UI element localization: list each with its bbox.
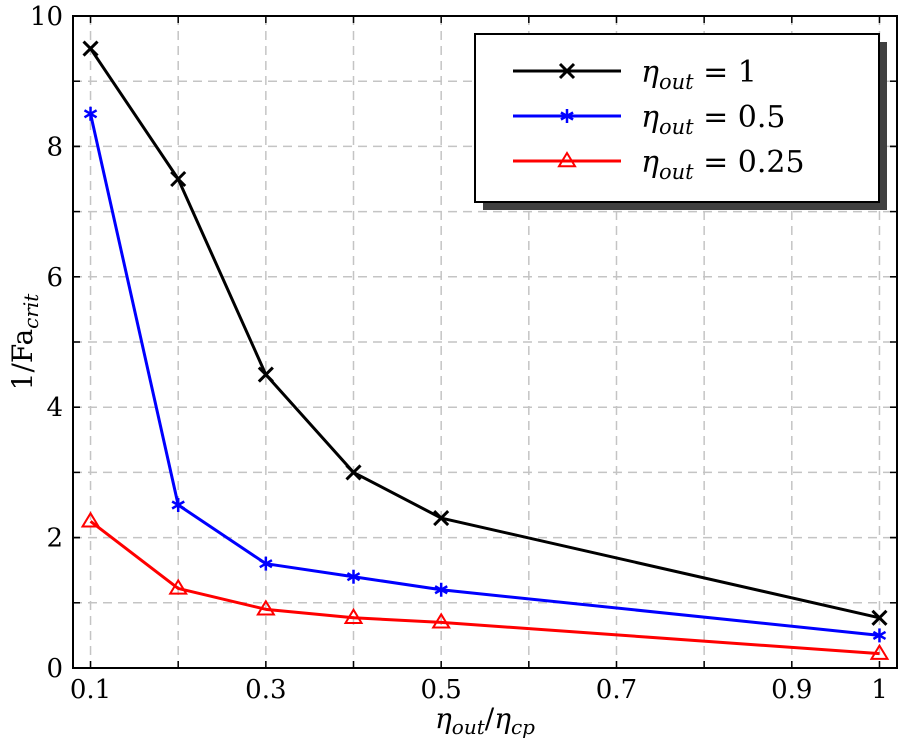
x-tick-label: 0.7	[596, 675, 637, 705]
y-tick-label: 0	[46, 654, 63, 684]
x-tick-label: 0.1	[70, 675, 111, 705]
marker-stroke	[259, 559, 273, 569]
marker-stroke	[257, 366, 274, 383]
data-point-marker	[83, 106, 98, 121]
marker-stroke	[256, 599, 276, 616]
legend-entry: ηout = 1	[513, 55, 757, 94]
marker-stroke	[871, 609, 888, 626]
legend-entry: ηout = 0.5	[513, 100, 786, 139]
series-line	[89, 520, 880, 656]
data-point-marker	[168, 578, 188, 595]
legend-label-value: = 0.25	[694, 145, 805, 180]
x-tick-label: 0.3	[245, 675, 286, 705]
data-point-marker	[82, 40, 99, 57]
marker-stroke	[171, 500, 185, 510]
data-point-marker	[171, 498, 185, 512]
y-label-base: 1/Fa	[6, 329, 39, 390]
marker-stroke	[343, 607, 364, 624]
legend-label-value: = 1	[694, 55, 757, 90]
x-tick-label: 0.5	[420, 675, 461, 705]
series-1	[82, 40, 888, 626]
x-label-sub2: cp	[511, 715, 535, 739]
data-point-marker	[346, 569, 361, 584]
data-point-marker	[256, 599, 276, 616]
series-line	[89, 47, 880, 620]
tick-marks	[73, 15, 897, 669]
data-point-marker	[434, 582, 448, 597]
x-axis-label: ηout/ηcp	[435, 702, 535, 739]
legend-label-sub: out	[659, 160, 694, 184]
data-point-marker	[558, 62, 576, 80]
y-tick-label: 4	[46, 393, 63, 423]
x-label-sep: /	[485, 702, 495, 735]
marker-stroke	[345, 464, 362, 481]
y-tick-label: 6	[46, 263, 63, 293]
marker-stroke	[558, 62, 576, 80]
marker-stroke	[170, 170, 187, 188]
marker-stroke	[168, 578, 188, 595]
y-label-sub: crit	[19, 293, 43, 329]
marker-stroke	[560, 111, 574, 121]
data-point-marker	[557, 151, 577, 168]
legend-label-eta: η	[641, 145, 659, 180]
legend-label-value: = 0.5	[694, 100, 786, 135]
legend-label-sub: out	[659, 115, 694, 139]
x-label-eta2: η	[494, 702, 511, 735]
marker-stroke	[346, 572, 361, 582]
legend-label-sub: out	[659, 70, 694, 94]
marker-stroke	[83, 109, 98, 119]
data-point-marker	[343, 607, 364, 624]
legend-entry: ηout = 0.25	[513, 145, 805, 184]
legend-label: ηout = 0.5	[641, 100, 786, 139]
y-axis-label: 1/Facrit	[6, 293, 43, 391]
data-point-marker	[871, 609, 888, 626]
series-3	[80, 511, 890, 660]
marker-stroke	[434, 585, 448, 595]
data-point-marker	[259, 556, 273, 571]
legend-label: ηout = 0.25	[641, 145, 805, 184]
legend-label: ηout = 1	[641, 55, 757, 94]
marker-stroke	[82, 40, 99, 57]
data-point-marker	[345, 464, 362, 481]
marker-stroke	[557, 151, 577, 168]
series-line	[89, 113, 880, 637]
marker-stroke	[80, 511, 101, 528]
data-point-marker	[433, 509, 450, 527]
data-point-marker	[869, 643, 890, 660]
x-tick-label: 1	[871, 675, 888, 705]
legend-label-eta: η	[641, 100, 659, 135]
marker-stroke	[872, 630, 887, 640]
data-point-marker	[872, 628, 887, 643]
series-group	[80, 40, 890, 660]
data-point-marker	[170, 170, 187, 188]
x-tick-label: 0.9	[771, 675, 812, 705]
legend-label-eta: η	[641, 55, 659, 90]
data-point-marker	[560, 109, 574, 123]
y-tick-label: 10	[30, 2, 63, 32]
marker-stroke	[431, 612, 451, 629]
x-label-eta1: η	[435, 702, 452, 735]
data-point-marker	[80, 511, 101, 528]
y-tick-label: 8	[46, 132, 63, 162]
marker-stroke	[869, 643, 890, 660]
marker-stroke	[433, 509, 450, 527]
data-point-marker	[257, 366, 274, 383]
legend-box	[474, 33, 880, 203]
x-label-sub1: out	[452, 715, 486, 739]
series-2	[83, 106, 887, 643]
y-tick-label: 2	[46, 524, 63, 554]
data-point-marker	[431, 612, 451, 629]
